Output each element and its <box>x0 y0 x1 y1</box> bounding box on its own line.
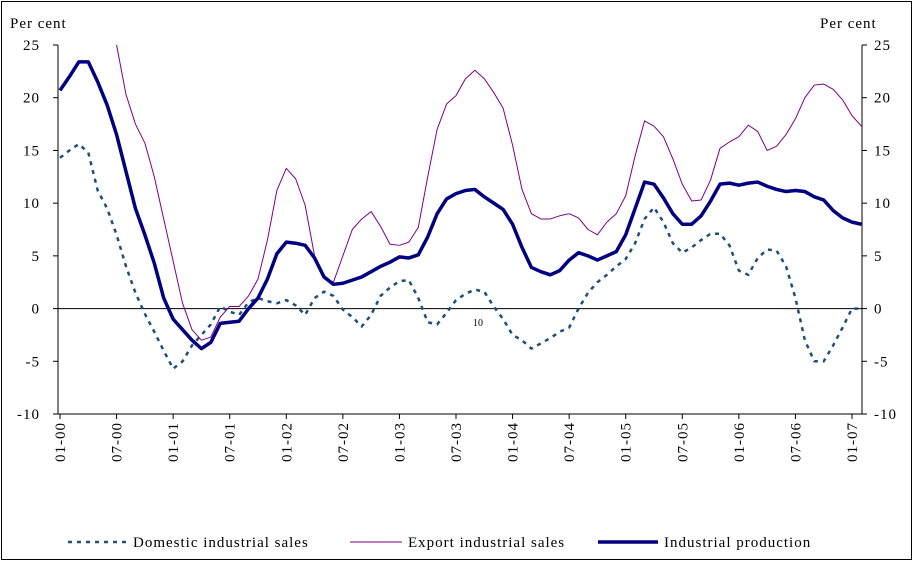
y-tick-label: 0 <box>32 302 41 318</box>
x-tick-label: 07-00 <box>110 422 126 462</box>
y-axis-label: Per cent <box>10 16 67 32</box>
x-tick-label: 01-00 <box>53 422 69 462</box>
series-line <box>116 44 862 341</box>
x-tick-label: 01-07 <box>845 422 861 462</box>
y2-tick-label: 0 <box>874 302 883 318</box>
x-tick-label: 01-05 <box>619 422 635 462</box>
x-tick-label: 01-04 <box>506 422 522 462</box>
x-tick-label: 01-01 <box>166 422 182 462</box>
y-tick-label: 15 <box>23 143 40 159</box>
x-tick-label: 01-03 <box>392 422 408 462</box>
y2-tick-label: -5 <box>874 354 889 370</box>
y2-tick-label: 5 <box>874 249 883 265</box>
y2-tick-label: -10 <box>874 407 897 423</box>
y2-tick-label: 10 <box>874 196 891 212</box>
series-line <box>59 142 862 370</box>
y2-tick-label: 15 <box>874 143 891 159</box>
y-tick-label: 20 <box>23 91 40 107</box>
x-tick-label: 07-03 <box>449 422 465 462</box>
y-tick-label: -5 <box>26 354 41 370</box>
x-tick-label: 07-05 <box>675 422 691 462</box>
y-tick-label: 25 <box>23 38 40 54</box>
annotation: 10 <box>473 318 483 329</box>
y-tick-label: 10 <box>23 196 40 212</box>
x-tick-label: 07-06 <box>788 422 804 462</box>
legend-label: Industrial production <box>664 535 811 551</box>
y2-tick-label: 25 <box>874 38 891 54</box>
x-tick-label: 07-04 <box>562 422 578 462</box>
y-tick-label: -10 <box>17 407 40 423</box>
x-tick-label: 07-01 <box>223 422 239 462</box>
y2-axis-label: Per cent <box>820 16 877 32</box>
series-line <box>58 60 862 351</box>
x-tick-label: 07-02 <box>336 422 352 462</box>
x-tick-label: 01-02 <box>279 422 295 462</box>
x-tick-label: 01-06 <box>732 422 748 462</box>
legend-label: Domestic industrial sales <box>133 535 309 551</box>
y2-tick-label: 20 <box>874 91 891 107</box>
legend-label: Export industrial sales <box>408 535 565 551</box>
y-tick-label: 5 <box>32 249 41 265</box>
